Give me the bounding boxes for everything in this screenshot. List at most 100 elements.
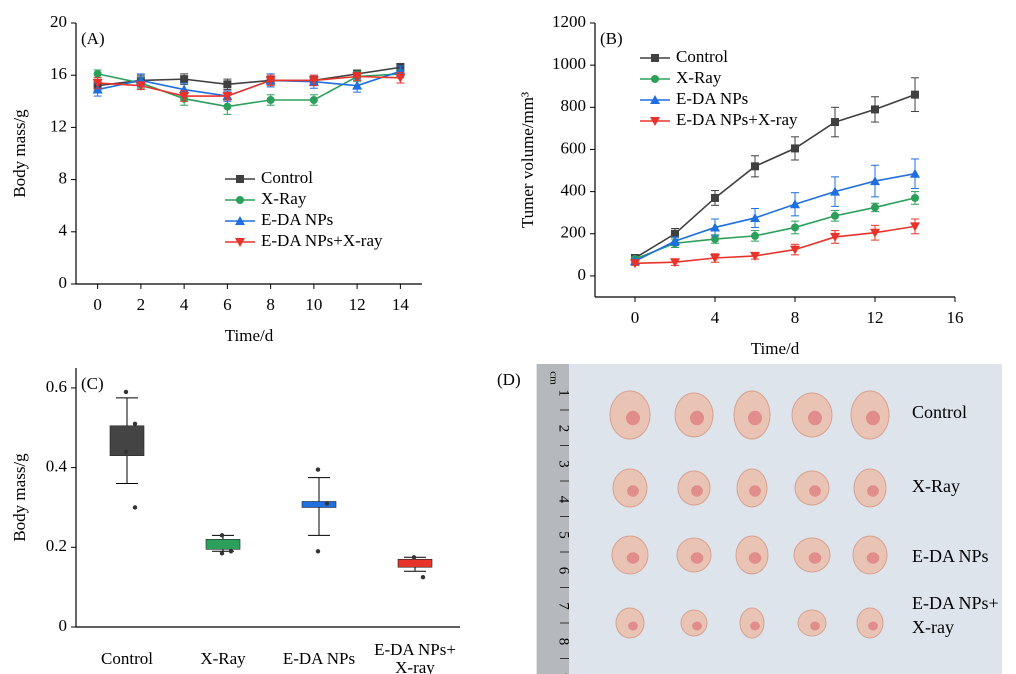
tumor-spot bbox=[627, 485, 639, 497]
legend-label: E-DA NPs+X-ray bbox=[676, 110, 798, 129]
legend-label: E-DA NPs bbox=[261, 210, 333, 229]
legend-label: E-DA NPs bbox=[676, 89, 748, 108]
marker bbox=[235, 216, 245, 225]
x-axis-label: Time/d bbox=[225, 326, 274, 345]
marker bbox=[830, 186, 840, 196]
y-tick-label: 0.2 bbox=[46, 536, 67, 555]
x-tick-label: 6 bbox=[223, 295, 232, 314]
legend-label: Control bbox=[261, 168, 313, 187]
marker bbox=[135, 81, 146, 91]
y-tick-label: 600 bbox=[561, 138, 587, 157]
data-point bbox=[132, 505, 138, 510]
x-tick-label: 2 bbox=[137, 295, 146, 314]
tumor-spot bbox=[867, 485, 879, 497]
tumor-spot bbox=[691, 485, 703, 497]
y-axis-label: Tumer volume/mm³ bbox=[518, 92, 537, 228]
marker bbox=[308, 76, 319, 86]
ruler-number: 2 bbox=[556, 425, 572, 433]
tumor-spot bbox=[690, 552, 704, 564]
tumor-spot bbox=[749, 485, 761, 497]
marker bbox=[871, 105, 879, 114]
data-point bbox=[123, 389, 129, 395]
data-point bbox=[315, 467, 321, 472]
ruler-number: 4 bbox=[556, 496, 572, 504]
data-point bbox=[228, 549, 234, 554]
ruler-number: 5 bbox=[556, 531, 572, 539]
tumor-spot bbox=[808, 552, 822, 564]
row-label: E-DA NPs+ X-ray bbox=[912, 593, 999, 637]
y-tick-label: 20 bbox=[50, 12, 67, 31]
y-tick-label: 8 bbox=[59, 169, 68, 188]
marker bbox=[751, 231, 759, 240]
y-tick-label: 0.6 bbox=[46, 377, 67, 396]
y-tick-label: 4 bbox=[59, 221, 68, 240]
marker bbox=[831, 211, 839, 220]
marker bbox=[222, 92, 233, 102]
box bbox=[205, 539, 241, 550]
row-label: X-Ray bbox=[912, 476, 960, 496]
x-tick-label: 4 bbox=[180, 295, 189, 314]
legend-label: Control bbox=[676, 47, 728, 66]
data-point bbox=[123, 449, 129, 454]
legend-label: E-DA NPs+X-ray bbox=[261, 231, 383, 250]
data-point bbox=[411, 555, 417, 560]
marker bbox=[266, 95, 275, 104]
marker bbox=[223, 102, 232, 111]
marker bbox=[911, 90, 919, 99]
marker bbox=[395, 73, 406, 83]
x-tick-label: 14 bbox=[392, 295, 410, 314]
tumor-spot bbox=[628, 621, 638, 631]
x-tick-label: 12 bbox=[867, 308, 884, 327]
data-point bbox=[219, 533, 225, 538]
x-tick-label: X-Ray bbox=[200, 649, 246, 668]
y-tick-label: 800 bbox=[561, 96, 587, 115]
legend-label: X-Ray bbox=[261, 189, 307, 208]
x-tick-label: 0 bbox=[93, 295, 102, 314]
series-line bbox=[97, 75, 401, 97]
y-tick-label: 0 bbox=[578, 265, 587, 284]
marker bbox=[870, 228, 880, 238]
ruler-number: 8 bbox=[556, 638, 572, 646]
marker bbox=[911, 193, 919, 202]
y-tick-label: 400 bbox=[561, 181, 587, 200]
marker bbox=[910, 222, 920, 232]
data-point bbox=[219, 551, 225, 556]
marker bbox=[236, 175, 244, 183]
row-label: E-DA NPs bbox=[912, 546, 989, 566]
marker bbox=[92, 84, 103, 94]
marker bbox=[180, 75, 189, 84]
x-tick-label: E-DA NPs bbox=[282, 649, 356, 668]
row-label: Control bbox=[912, 402, 968, 422]
panel-label: (B) bbox=[600, 29, 623, 48]
series-line bbox=[634, 172, 916, 262]
box bbox=[397, 558, 433, 568]
marker bbox=[790, 199, 800, 209]
y-tick-label: 1200 bbox=[552, 12, 586, 31]
y-tick-label: 16 bbox=[50, 64, 67, 83]
marker bbox=[910, 168, 920, 178]
marker bbox=[651, 75, 659, 83]
marker bbox=[710, 254, 720, 264]
data-point bbox=[420, 574, 426, 580]
y-tick-label: 12 bbox=[50, 116, 67, 135]
marker bbox=[670, 258, 680, 268]
y-tick-label: 200 bbox=[561, 223, 587, 242]
panel-label: (A) bbox=[81, 29, 105, 48]
y-tick-label: 1000 bbox=[552, 54, 586, 73]
x-tick-label: 0 bbox=[631, 308, 640, 327]
marker bbox=[650, 95, 660, 104]
marker bbox=[751, 162, 759, 171]
y-tick-label: 0.4 bbox=[46, 457, 68, 476]
marker bbox=[711, 235, 719, 244]
tumor-spot bbox=[748, 552, 762, 564]
ruler-number: 3 bbox=[556, 460, 572, 468]
marker bbox=[352, 80, 363, 90]
marker bbox=[870, 176, 880, 186]
panel-label: (C) bbox=[81, 374, 104, 393]
marker bbox=[179, 92, 190, 102]
tumor-spot bbox=[808, 410, 822, 426]
marker bbox=[671, 229, 679, 238]
marker bbox=[92, 79, 103, 89]
x-tick-label: 8 bbox=[791, 308, 800, 327]
